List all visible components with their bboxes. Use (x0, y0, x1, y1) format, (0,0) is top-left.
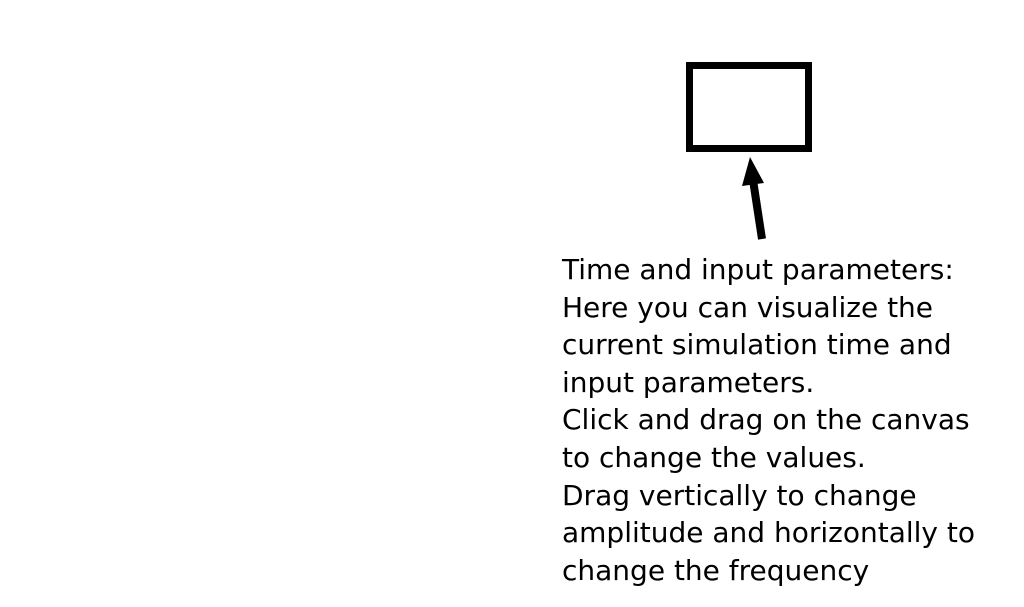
callout-line: amplitude and horizontally to (562, 516, 975, 550)
callout-line: Drag vertically to change (562, 478, 917, 512)
callout-line: Click and drag on the canvas (562, 403, 970, 437)
callout-heading: Time and input parameters: (562, 253, 954, 286)
callout-line: Here you can visualize the (562, 290, 934, 324)
callout-line: input parameters. (562, 365, 815, 399)
tutorial-callout-text: Time and input parameters: Here you can … (562, 251, 1017, 589)
callout-line: current simulation time and (562, 328, 952, 362)
arrow-head (742, 157, 764, 186)
callout-line: to change the values. (562, 440, 866, 474)
time-parameters-highlight-box (686, 62, 812, 152)
callout-line: change the frequency (562, 553, 870, 587)
arrow-shaft (749, 179, 766, 240)
